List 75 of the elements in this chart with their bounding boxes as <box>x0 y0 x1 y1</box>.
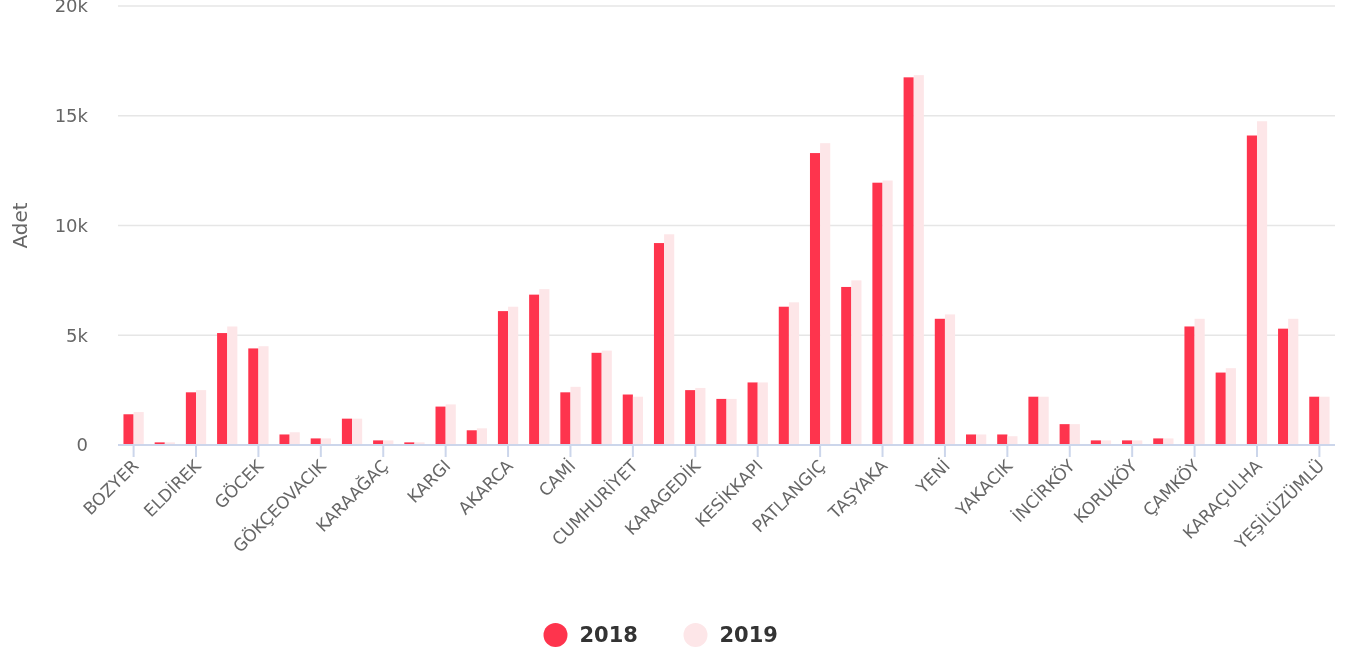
bar <box>476 428 487 445</box>
bar <box>1028 396 1039 445</box>
bar <box>1309 396 1320 445</box>
bar <box>944 314 956 445</box>
bar <box>757 382 768 445</box>
bar <box>695 387 706 445</box>
bar <box>747 382 758 445</box>
bar <box>997 434 1008 445</box>
bar <box>1007 436 1018 445</box>
bar <box>445 404 456 445</box>
bar <box>1194 318 1205 445</box>
y-axis-title: Adet <box>8 202 32 249</box>
bar <box>1278 328 1289 445</box>
bar <box>539 289 550 445</box>
bar <box>820 143 831 445</box>
bar <box>1163 438 1174 445</box>
bar <box>685 390 696 445</box>
legend-label: 2018 <box>579 623 638 648</box>
bar <box>1059 424 1070 445</box>
bar <box>279 434 290 445</box>
bar <box>217 333 228 445</box>
bar <box>726 398 737 445</box>
bar <box>1319 396 1330 445</box>
bar <box>1153 438 1164 445</box>
bar <box>341 418 353 445</box>
bar <box>1246 135 1257 445</box>
bar <box>622 394 633 445</box>
bar <box>716 398 727 445</box>
bar <box>851 280 862 445</box>
bar <box>882 180 893 445</box>
bar <box>778 306 789 445</box>
bar <box>310 438 321 445</box>
y-tick-label: 0 <box>76 434 88 456</box>
bar <box>570 386 581 445</box>
bar <box>196 390 207 445</box>
bar <box>258 346 269 445</box>
y-tick-label: 10k <box>54 214 89 236</box>
bar <box>560 392 571 445</box>
bar <box>913 75 924 445</box>
bar <box>227 326 238 445</box>
bar <box>508 306 519 445</box>
bar <box>976 434 987 445</box>
bar <box>653 243 665 445</box>
bar <box>591 352 602 445</box>
bar <box>248 348 259 445</box>
bar <box>1038 396 1049 445</box>
bar <box>601 350 612 445</box>
bar <box>788 302 800 445</box>
bar <box>185 392 197 445</box>
bar <box>1256 121 1268 445</box>
bar <box>872 182 883 445</box>
legend-label: 2019 <box>719 623 778 648</box>
bar <box>664 234 675 445</box>
bar <box>497 311 509 445</box>
bar <box>1069 424 1080 445</box>
bar <box>133 412 144 445</box>
bar <box>352 418 363 445</box>
bar <box>1215 372 1226 445</box>
bar <box>841 286 852 445</box>
y-tick-label: 5k <box>66 324 89 346</box>
bar <box>1225 368 1236 445</box>
bar <box>966 434 977 445</box>
bar <box>529 294 540 445</box>
bar <box>903 77 914 445</box>
bar <box>435 406 446 445</box>
bar <box>466 430 477 445</box>
bar <box>1184 326 1195 445</box>
bar <box>934 318 945 445</box>
bar <box>123 414 134 445</box>
bar <box>1288 318 1299 445</box>
bar <box>320 438 331 445</box>
y-tick-label: 15k <box>54 105 89 127</box>
bar <box>632 396 644 445</box>
bar <box>809 153 821 445</box>
bar <box>289 432 300 445</box>
